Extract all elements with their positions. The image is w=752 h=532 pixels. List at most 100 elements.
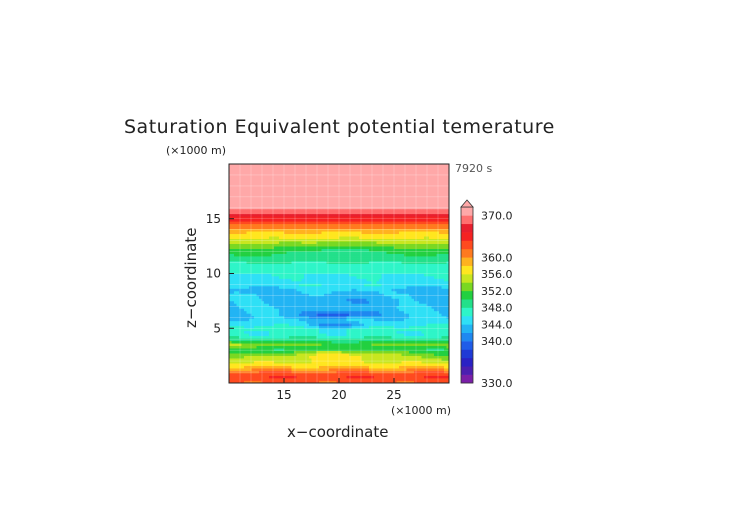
heatmap-cell (269, 251, 272, 254)
heatmap-cell (444, 293, 447, 297)
heatmap-cell (349, 253, 352, 257)
heatmap-cell (321, 303, 325, 307)
heatmap-cell (271, 253, 275, 257)
heatmap-cell (319, 290, 322, 294)
heatmap-cell (436, 271, 440, 274)
heatmap-cell (409, 315, 412, 319)
heatmap-cell (286, 278, 290, 282)
heatmap-cell (446, 325, 450, 329)
heatmap-cell (261, 353, 265, 356)
heatmap-cell (411, 323, 415, 327)
heatmap-cell (356, 251, 360, 254)
heatmap-cell (389, 333, 392, 337)
heatmap-cell (416, 293, 420, 297)
heatmap-cell (359, 380, 362, 384)
heatmap-cell (416, 340, 420, 344)
heatmap-cell (321, 355, 325, 359)
heatmap-cell (421, 375, 425, 379)
heatmap-cell (364, 290, 367, 294)
heatmap-cell (296, 330, 300, 334)
heatmap-cell (429, 348, 432, 351)
heatmap-cell (311, 310, 315, 314)
heatmap-cell (379, 330, 382, 334)
heatmap-cell (321, 263, 325, 267)
heatmap-cell (369, 373, 372, 376)
heatmap-cell (306, 261, 310, 264)
heatmap-cell (304, 283, 307, 287)
heatmap-cell (279, 370, 282, 374)
heatmap-cell (296, 293, 300, 297)
heatmap-cell (399, 335, 402, 339)
heatmap-cell (364, 278, 367, 282)
heatmap-cell (404, 253, 407, 257)
heatmap-cell (354, 358, 357, 361)
heatmap-cell (236, 268, 240, 272)
heatmap-cell (376, 360, 380, 364)
heatmap-cell (261, 295, 265, 299)
heatmap-cell (289, 378, 292, 381)
heatmap-cell (441, 335, 445, 339)
heatmap-cell (346, 313, 350, 317)
heatmap-cell (356, 308, 360, 312)
heatmap-cell (369, 290, 372, 294)
heatmap-cell (364, 375, 367, 379)
heatmap-cell (379, 258, 382, 262)
heatmap-cell (309, 263, 312, 267)
heatmap-cell (301, 338, 305, 342)
heatmap-cell (271, 363, 275, 366)
heatmap-cell (349, 263, 352, 267)
heatmap-cell (276, 315, 280, 319)
heatmap-cell (269, 370, 272, 374)
heatmap-cell (251, 355, 255, 359)
heatmap-cell (434, 380, 437, 384)
heatmap-cell (329, 241, 332, 244)
heatmap-cell (334, 320, 337, 324)
heatmap-cell (304, 330, 307, 334)
heatmap-cell (314, 308, 317, 312)
heatmap-cell (241, 263, 245, 267)
heatmap-cell (344, 338, 347, 342)
heatmap-cell (444, 368, 447, 371)
heatmap-cell (381, 333, 385, 337)
heatmap-cell (339, 300, 342, 304)
heatmap-cell (419, 288, 422, 292)
heatmap-cell (231, 261, 235, 264)
heatmap-cell (344, 345, 347, 349)
heatmap-cell (241, 251, 245, 254)
heatmap-cell (334, 293, 337, 297)
heatmap-cell (236, 275, 240, 279)
heatmap-cell (404, 360, 407, 364)
heatmap-cell (446, 368, 450, 371)
heatmap-cell (401, 298, 405, 302)
heatmap-cell (314, 283, 317, 287)
heatmap-cell (411, 325, 415, 329)
heatmap-cell (309, 358, 312, 361)
heatmap-cell (231, 353, 235, 356)
heatmap-cell (264, 273, 267, 277)
heatmap-cell (349, 325, 352, 329)
heatmap-cell (411, 243, 415, 247)
heatmap-cell (319, 310, 322, 314)
heatmap-cell (341, 288, 345, 292)
heatmap-cell (246, 320, 250, 324)
heatmap-cell (389, 355, 392, 359)
heatmap-cell (309, 373, 312, 376)
heatmap-cell (256, 246, 260, 249)
heatmap-cell (381, 373, 385, 376)
heatmap-cell (394, 373, 397, 376)
heatmap-cell (311, 261, 315, 264)
heatmap-cell (314, 345, 317, 349)
heatmap-cell (336, 283, 340, 287)
heatmap-cell (294, 303, 297, 307)
heatmap-cell (351, 350, 355, 354)
heatmap-cell (409, 373, 412, 376)
heatmap-cell (319, 315, 322, 319)
heatmap-cell (284, 283, 287, 287)
heatmap-cell (261, 373, 265, 376)
heatmap-cell (291, 313, 295, 317)
heatmap-cell (259, 325, 262, 329)
heatmap-cell (416, 308, 420, 312)
heatmap-cell (239, 380, 242, 384)
heatmap-cell (269, 261, 272, 264)
heatmap-cell (324, 318, 327, 322)
